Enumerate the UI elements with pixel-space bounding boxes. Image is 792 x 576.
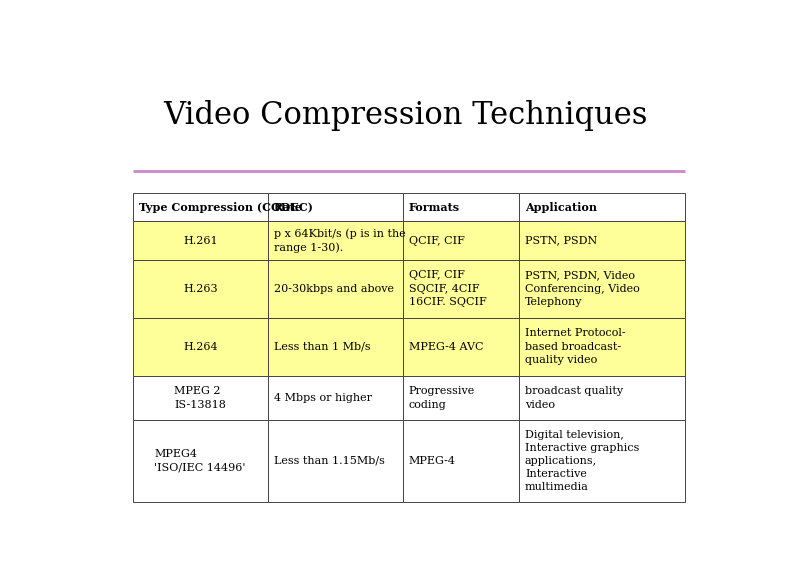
Text: MPEG4
'ISO/IEC 14496': MPEG4 'ISO/IEC 14496' — [154, 449, 246, 472]
Text: H.263: H.263 — [183, 283, 218, 294]
Bar — [268, 420, 402, 502]
Text: QCIF, CIF
SQCIF, 4CIF
16CIF. SQCIF: QCIF, CIF SQCIF, 4CIF 16CIF. SQCIF — [409, 270, 486, 307]
Text: Progressive
coding: Progressive coding — [409, 386, 475, 410]
Text: Video Compression Techniques: Video Compression Techniques — [164, 100, 648, 131]
Bar — [402, 376, 519, 420]
Text: MPEG-4: MPEG-4 — [409, 456, 456, 466]
Text: H.264: H.264 — [183, 342, 218, 351]
Bar — [268, 222, 402, 260]
Bar — [519, 376, 685, 420]
Text: Type Compression (CODEC): Type Compression (CODEC) — [139, 202, 313, 213]
Text: MPEG 2
IS-13818: MPEG 2 IS-13818 — [174, 386, 227, 410]
Text: broadcast quality
video: broadcast quality video — [525, 386, 623, 410]
Bar — [519, 222, 685, 260]
Text: Application: Application — [525, 202, 597, 213]
Bar — [133, 420, 268, 502]
Bar — [519, 194, 685, 222]
Text: 4 Mbps or higher: 4 Mbps or higher — [274, 393, 372, 403]
Bar — [133, 317, 268, 376]
Bar — [268, 260, 402, 317]
Bar — [402, 260, 519, 317]
Text: Digital television,
Interactive graphics
applications,
Interactive
multimedia: Digital television, Interactive graphics… — [525, 430, 639, 492]
Bar — [133, 376, 268, 420]
Bar — [133, 222, 268, 260]
Text: H.261: H.261 — [183, 236, 218, 245]
Text: QCIF, CIF: QCIF, CIF — [409, 236, 465, 245]
Bar — [268, 376, 402, 420]
Text: Less than 1 Mb/s: Less than 1 Mb/s — [274, 342, 371, 351]
Bar — [519, 260, 685, 317]
Bar — [402, 317, 519, 376]
Text: PSTN, PSDN, Video
Conferencing, Video
Telephony: PSTN, PSDN, Video Conferencing, Video Te… — [525, 270, 640, 307]
Bar — [268, 194, 402, 222]
Text: Rate: Rate — [274, 202, 303, 213]
Text: MPEG-4 AVC: MPEG-4 AVC — [409, 342, 483, 351]
Text: PSTN, PSDN: PSTN, PSDN — [525, 236, 597, 245]
Bar — [133, 260, 268, 317]
Bar — [402, 194, 519, 222]
Text: Less than 1.15Mb/s: Less than 1.15Mb/s — [274, 456, 385, 466]
Text: Formats: Formats — [409, 202, 460, 213]
Bar — [268, 317, 402, 376]
Text: Internet Protocol-
based broadcast-
quality video: Internet Protocol- based broadcast- qual… — [525, 328, 626, 365]
Bar — [133, 194, 268, 222]
Bar — [519, 317, 685, 376]
Bar — [519, 420, 685, 502]
Bar — [402, 420, 519, 502]
Text: 20-30kbps and above: 20-30kbps and above — [274, 283, 394, 294]
Text: p x 64Kbit/s (p is in the
range 1-30).: p x 64Kbit/s (p is in the range 1-30). — [274, 228, 406, 253]
Bar — [402, 222, 519, 260]
